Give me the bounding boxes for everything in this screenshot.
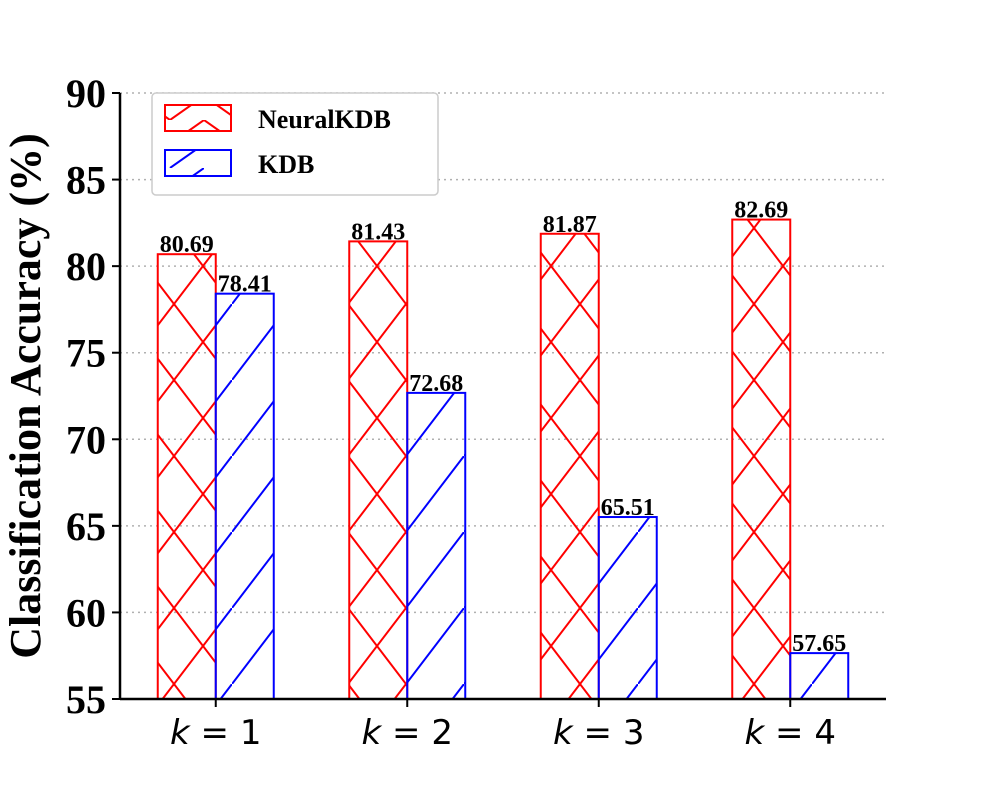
data-label: 78.41 — [218, 272, 272, 298]
y-tick-label: 65 — [66, 504, 106, 549]
bar-kdb-1 — [214, 292, 275, 700]
data-label: 81.87 — [543, 212, 597, 238]
legend-swatch-neuralkdb — [164, 104, 232, 132]
y-tick-labels: 55 60 65 70 75 80 85 90 — [66, 71, 106, 722]
data-label: 82.69 — [734, 198, 788, 224]
y-tick-label: 55 — [66, 677, 106, 722]
legend: NeuralKDB KDB — [151, 92, 439, 196]
legend-label-kdb: KDB — [258, 150, 314, 179]
y-tick-label: 75 — [66, 331, 106, 376]
axes — [112, 92, 886, 707]
bar-kdb-4 — [789, 652, 850, 700]
legend-label-neuralkdb: NeuralKDB — [258, 105, 391, 134]
bar-kdb-2 — [406, 391, 467, 700]
data-label: 80.69 — [160, 232, 214, 258]
x-tick-label: k = 1 — [170, 713, 261, 753]
legend-swatch-kdb — [164, 149, 232, 177]
y-tick-label: 70 — [66, 417, 106, 462]
data-label: 81.43 — [351, 219, 405, 245]
x-tick-label: k = 2 — [362, 713, 453, 753]
bar-neuralkdb-2 — [348, 240, 409, 700]
data-label: 72.68 — [409, 371, 463, 397]
y-tick-label: 90 — [66, 71, 106, 116]
y-axis-label: Classification Accuracy (%) — [1, 133, 50, 658]
data-label: 57.65 — [792, 631, 846, 657]
x-tick-label: k = 4 — [745, 713, 836, 753]
bar-neuralkdb-1 — [156, 253, 217, 700]
x-tick-label: k = 3 — [553, 713, 644, 753]
y-tick-label: 80 — [66, 244, 106, 289]
data-label: 65.51 — [601, 495, 655, 521]
bar-neuralkdb-4 — [731, 218, 792, 700]
bar-kdb-3 — [597, 516, 658, 700]
bar-neuralkdb-3 — [539, 232, 600, 700]
bars — [156, 218, 850, 700]
y-tick-label: 60 — [66, 590, 106, 635]
y-tick-label: 85 — [66, 158, 106, 203]
x-tick-labels: k = 1 k = 2 k = 3 k = 4 — [170, 713, 836, 753]
